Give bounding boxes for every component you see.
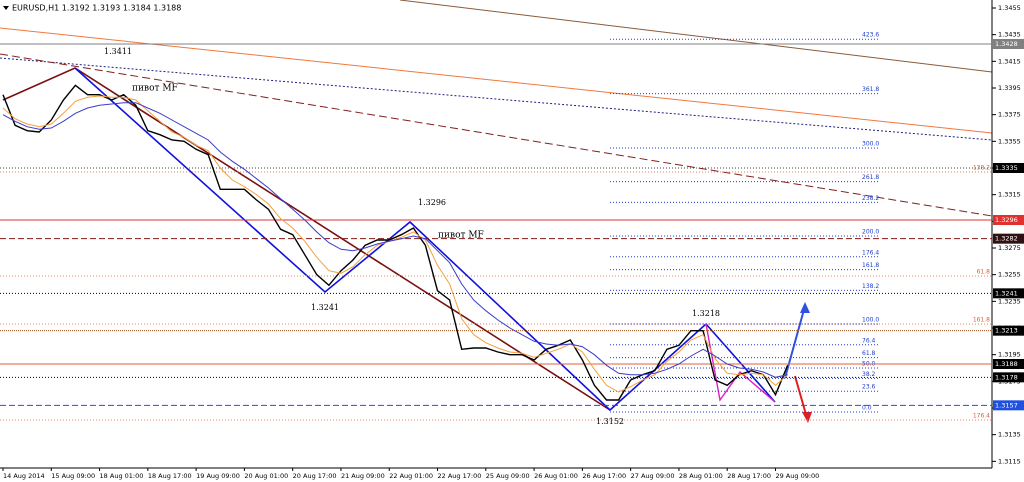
x-tick-label: 18 Aug 01:00	[100, 472, 144, 480]
swing-label: 1.3296	[418, 198, 446, 207]
price-label: 1.3296	[995, 216, 1018, 224]
price-label-box	[993, 400, 1024, 411]
menu-triangle	[3, 6, 9, 10]
fib-label: 138.2	[862, 283, 879, 290]
fib-label: 300.0	[862, 141, 879, 148]
side-fib-label: 61.8	[977, 269, 991, 276]
y-tick-label: 1.3195	[998, 351, 1021, 359]
price-label: 1.3241	[995, 289, 1018, 297]
y-tick-label: 1.3455	[998, 4, 1021, 12]
side-fib-label: 161.8	[973, 317, 990, 324]
x-tick-label: 22 Aug 01:00	[389, 472, 433, 480]
x-tick-label: 19 Aug 09:00	[196, 472, 240, 480]
fib-label: 423.6	[862, 32, 879, 39]
fib-label: 200.0	[862, 229, 879, 236]
fib-label: 0.0	[862, 405, 872, 412]
y-tick-label: 1.3355	[998, 137, 1021, 145]
x-tick-label: 20 Aug 17:00	[293, 472, 337, 480]
price-label-box	[993, 359, 1024, 369]
fib-label: 361.8	[862, 86, 879, 93]
fib-label: 261.8	[862, 174, 879, 181]
price-label-box	[993, 233, 1024, 244]
x-tick-label: 18 Aug 17:00	[148, 472, 192, 480]
price-label-box	[993, 372, 1024, 383]
y-tick-label: 1.3135	[998, 431, 1021, 439]
pivot-label: пивот MF	[132, 84, 178, 94]
price-label: 1.3178	[995, 373, 1018, 381]
fib-label: 238.2	[862, 195, 879, 202]
price-label: 1.3213	[995, 327, 1018, 335]
x-tick-label: 20 Aug 01:00	[244, 472, 288, 480]
price-label: 1.3157	[995, 401, 1018, 409]
x-tick-label: 28 Aug 17:00	[727, 472, 771, 480]
y-tick-label: 1.3235	[998, 297, 1021, 305]
y-tick-label: 1.3415	[998, 57, 1021, 65]
side-fib-label: 176.4	[973, 413, 990, 420]
swing-label: 1.3411	[104, 47, 132, 56]
x-tick-label: 25 Aug 09:00	[486, 472, 530, 480]
x-tick-label: 29 Aug 09:00	[775, 472, 819, 480]
x-tick-label: 22 Aug 17:00	[438, 472, 482, 480]
price-line	[2, 102, 788, 378]
y-tick-label: 1.3115	[998, 457, 1021, 465]
price-line	[2, 84, 789, 401]
swing-label: 1.3218	[692, 309, 720, 318]
y-tick-label: 1.3375	[998, 111, 1021, 119]
x-tick-label: 14 Aug 2014	[3, 472, 45, 480]
price-label: 1.3335	[995, 164, 1018, 172]
y-tick-label: 1.3395	[998, 84, 1021, 92]
price-label-box	[993, 39, 1024, 49]
price-label-box	[993, 288, 1024, 299]
fib-label: 23.6	[862, 384, 876, 391]
fib-label: 61.8	[862, 350, 876, 357]
x-tick-label: 26 Aug 01:00	[534, 472, 578, 480]
trendlines	[0, 0, 993, 423]
x-tick-label: 26 Aug 17:00	[582, 472, 626, 480]
fib-label: 161.8	[862, 262, 879, 269]
x-tick-label: 27 Aug 09:00	[631, 472, 675, 480]
y-tick-label: 1.3255	[998, 271, 1021, 279]
y-tick-label: 1.3275	[998, 244, 1021, 252]
swing-label: 1.3241	[311, 303, 339, 312]
fib-label: 176.4	[862, 249, 879, 256]
x-tick-label: 28 Aug 01:00	[679, 472, 723, 480]
pivot-label: пивот MF	[438, 231, 484, 241]
price-label-box	[993, 163, 1024, 173]
chart-title: EURUSD,H1 1.3192 1.3193 1.3184 1.3188	[12, 4, 181, 13]
price-label: 1.3188	[995, 360, 1018, 368]
fib-label: 100.0	[862, 317, 879, 324]
price-label-box	[993, 325, 1024, 336]
fib-label: 38.2	[862, 371, 876, 378]
x-tick-label: 21 Aug 09:00	[341, 472, 385, 480]
y-tick-label: 1.3435	[998, 31, 1021, 39]
fib-label: 76.4	[862, 337, 876, 344]
x-tick-label: 15 Aug 09:00	[51, 472, 95, 480]
price-label: 1.3282	[995, 235, 1018, 243]
y-tick-label: 1.3315	[998, 191, 1021, 199]
price-label: 1.3428	[995, 40, 1018, 48]
price-label-box	[993, 215, 1024, 225]
swing-label: 1.3152	[596, 417, 624, 426]
